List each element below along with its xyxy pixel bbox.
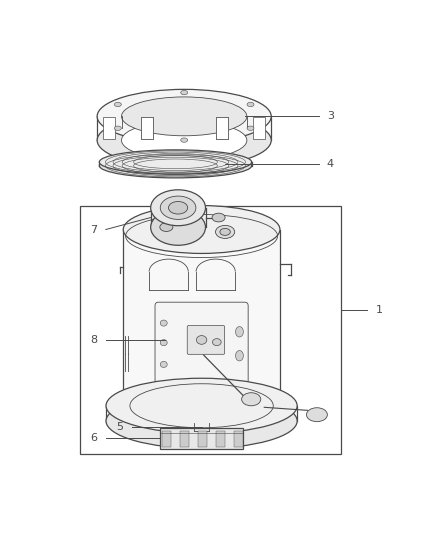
Ellipse shape [151,190,205,225]
Ellipse shape [97,90,271,143]
Ellipse shape [160,196,196,220]
Ellipse shape [307,408,327,422]
Ellipse shape [212,213,225,222]
FancyBboxPatch shape [215,117,228,139]
Ellipse shape [160,223,173,231]
Text: 1: 1 [376,305,383,315]
Ellipse shape [151,209,205,245]
Ellipse shape [196,336,207,344]
Ellipse shape [220,229,230,236]
FancyBboxPatch shape [187,326,225,354]
Ellipse shape [99,150,252,174]
Ellipse shape [247,126,254,131]
Ellipse shape [215,225,235,238]
Text: 4: 4 [327,159,334,169]
Bar [198,431,207,447]
Text: 5: 5 [116,422,123,432]
Bar [80,206,341,454]
Ellipse shape [97,114,271,167]
Bar [180,431,189,447]
Ellipse shape [212,338,221,345]
Ellipse shape [236,327,244,337]
Text: 8: 8 [90,335,97,345]
Ellipse shape [160,361,167,367]
FancyBboxPatch shape [141,117,153,139]
FancyBboxPatch shape [253,117,265,139]
Bar [123,230,280,406]
Bar [234,431,243,447]
Bar [160,427,243,449]
Ellipse shape [99,154,252,178]
Ellipse shape [181,138,187,142]
Ellipse shape [169,201,188,214]
FancyBboxPatch shape [215,117,228,139]
Text: 6: 6 [90,433,97,443]
Text: 3: 3 [327,111,334,122]
Bar [216,431,225,447]
Ellipse shape [121,97,247,136]
Text: 7: 7 [90,224,97,235]
FancyBboxPatch shape [155,302,248,385]
Ellipse shape [114,102,121,107]
Ellipse shape [106,378,297,433]
Ellipse shape [242,393,261,406]
Ellipse shape [160,320,167,326]
Ellipse shape [160,340,167,346]
Ellipse shape [106,393,297,449]
Ellipse shape [123,206,280,254]
Ellipse shape [236,351,244,361]
Ellipse shape [247,102,254,107]
FancyBboxPatch shape [103,117,116,139]
Ellipse shape [181,91,187,95]
Ellipse shape [121,121,247,160]
Bar [162,431,171,447]
FancyBboxPatch shape [141,117,153,139]
Ellipse shape [114,126,121,131]
